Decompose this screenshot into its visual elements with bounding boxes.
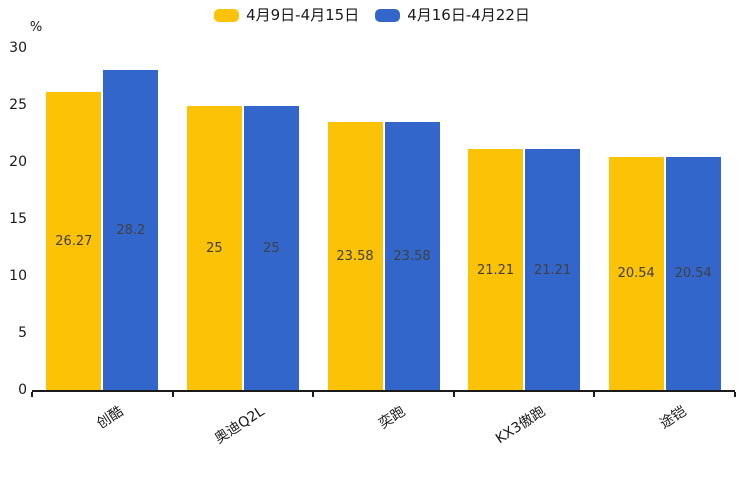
y-axis-tick-label: 15 bbox=[9, 211, 27, 227]
bar-value-label: 25 bbox=[263, 241, 280, 256]
bar-value-label: 28.2 bbox=[116, 222, 146, 238]
bar-series2-KX3傲跑: 21.21 bbox=[525, 149, 581, 391]
bar-value-label: 20.54 bbox=[617, 266, 655, 282]
bar-value-label: 21.21 bbox=[533, 262, 572, 278]
legend-item-week1: 4月9日-4月15日 bbox=[214, 5, 359, 25]
y-axis-tick-label: 25 bbox=[9, 97, 27, 113]
y-axis-tick-label: 0 bbox=[18, 382, 27, 398]
bar-series2-奕跑: 23.58 bbox=[384, 122, 440, 391]
x-axis-tick bbox=[171, 392, 174, 397]
legend-label-week1: 4月9日-4月15日 bbox=[246, 6, 360, 24]
bar-value-label: 25 bbox=[206, 241, 223, 256]
bar-value-label: 23.58 bbox=[336, 249, 374, 265]
bar-value-label: 26.27 bbox=[55, 233, 93, 249]
y-axis-unit-label: % bbox=[29, 20, 43, 35]
x-axis-category-label: 创酷 bbox=[94, 403, 127, 433]
legend-label-week2: 4月16日-4月22日 bbox=[407, 6, 530, 24]
bar-series2-奥迪Q2L: 25 bbox=[243, 106, 299, 391]
legend-swatch-week1 bbox=[214, 8, 240, 22]
bar-series1-奕跑: 23.58 bbox=[327, 122, 383, 391]
bar-series1-奥迪Q2L: 25 bbox=[186, 106, 242, 391]
y-axis-tick-label: 5 bbox=[18, 325, 27, 341]
x-axis-tick bbox=[452, 392, 455, 397]
chart-legend: 4月9日-4月15日 4月16日-4月22日 bbox=[0, 5, 744, 25]
y-axis-tick-label: 20 bbox=[9, 154, 27, 170]
y-axis-tick-label: 10 bbox=[9, 268, 27, 284]
legend-item-week2: 4月16日-4月22日 bbox=[375, 5, 530, 25]
bar-series1-途铠: 20.54 bbox=[608, 156, 664, 391]
bar-series2-途铠: 20.54 bbox=[665, 156, 721, 391]
bar-series1-创酷: 26.27 bbox=[46, 91, 102, 391]
bar-series1-KX3傲跑: 21.21 bbox=[468, 149, 524, 391]
x-axis-tick bbox=[734, 392, 736, 397]
x-axis-line bbox=[32, 390, 735, 392]
bar-value-label: 20.54 bbox=[674, 266, 712, 282]
legend-swatch-week2 bbox=[375, 8, 401, 22]
bar-value-label: 23.58 bbox=[393, 249, 431, 265]
y-axis-tick-label: 30 bbox=[9, 40, 27, 56]
x-axis-tick bbox=[312, 392, 315, 397]
bar-series2-创酷: 28.2 bbox=[103, 69, 159, 391]
x-axis-tick bbox=[593, 392, 596, 397]
bar-value-label: 21.21 bbox=[476, 262, 515, 278]
x-axis-tick bbox=[31, 392, 33, 397]
